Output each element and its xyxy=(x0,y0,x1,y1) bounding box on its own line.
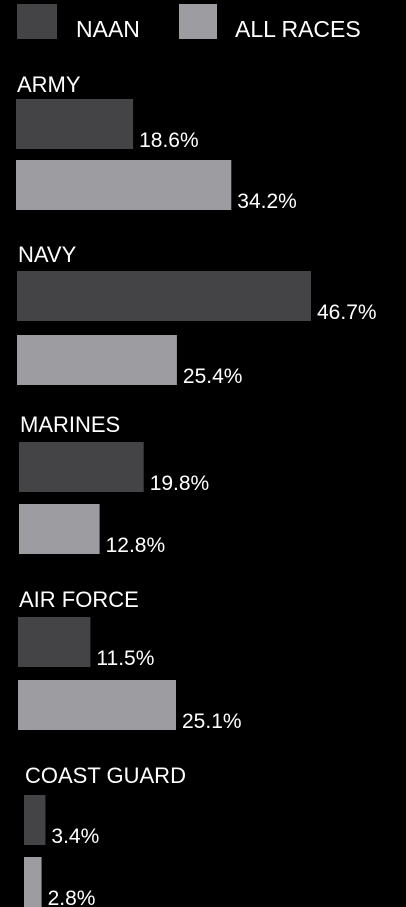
legend: NAAN ALL RACES xyxy=(17,4,361,42)
bar-marines-naan xyxy=(19,442,144,492)
value-label-air-force-naan: 11.5% xyxy=(96,647,154,670)
bar-groups: ARMY 18.6% 34.2% NAVY 46.7% 25.4% MARINES 19.8%… xyxy=(16,72,377,907)
bar-coast-guard-naan xyxy=(24,795,46,845)
bar-coast-guard-all-races xyxy=(24,857,42,907)
value-label-air-force-all-races: 25.1% xyxy=(182,710,242,733)
value-label-navy-all-races: 25.4% xyxy=(183,365,243,388)
value-label-navy-naan: 46.7% xyxy=(317,301,377,324)
bar-marines-all-races xyxy=(19,504,100,554)
value-label-coast-guard-naan: 3.4% xyxy=(51,825,99,848)
legend-label-naan: NAAN xyxy=(76,16,140,42)
value-label-coast-guard-all-races: 2.8% xyxy=(48,887,96,907)
bar-army-all-races xyxy=(16,160,232,210)
bar-air-force-naan xyxy=(18,617,91,667)
bar-navy-naan xyxy=(17,271,311,321)
value-label-marines-all-races: 12.8% xyxy=(106,534,166,557)
category-label-air-force: AIR FORCE xyxy=(19,587,139,612)
category-label-marines: MARINES xyxy=(20,412,120,437)
legend-label-all-races: ALL RACES xyxy=(235,16,361,42)
legend-swatch-naan xyxy=(17,4,57,39)
value-label-marines-naan: 19.8% xyxy=(150,472,210,495)
value-label-army-naan: 18.6% xyxy=(139,129,199,152)
bar-navy-all-races xyxy=(17,335,177,385)
bar-army-naan xyxy=(16,99,134,149)
category-label-coast-guard: COAST GUARD xyxy=(25,763,186,788)
category-label-navy: NAVY xyxy=(18,242,77,267)
legend-swatch-all-races xyxy=(179,4,217,39)
category-label-army: ARMY xyxy=(17,72,81,97)
bar-air-force-all-races xyxy=(18,680,176,730)
value-label-army-all-races: 34.2% xyxy=(237,190,297,213)
